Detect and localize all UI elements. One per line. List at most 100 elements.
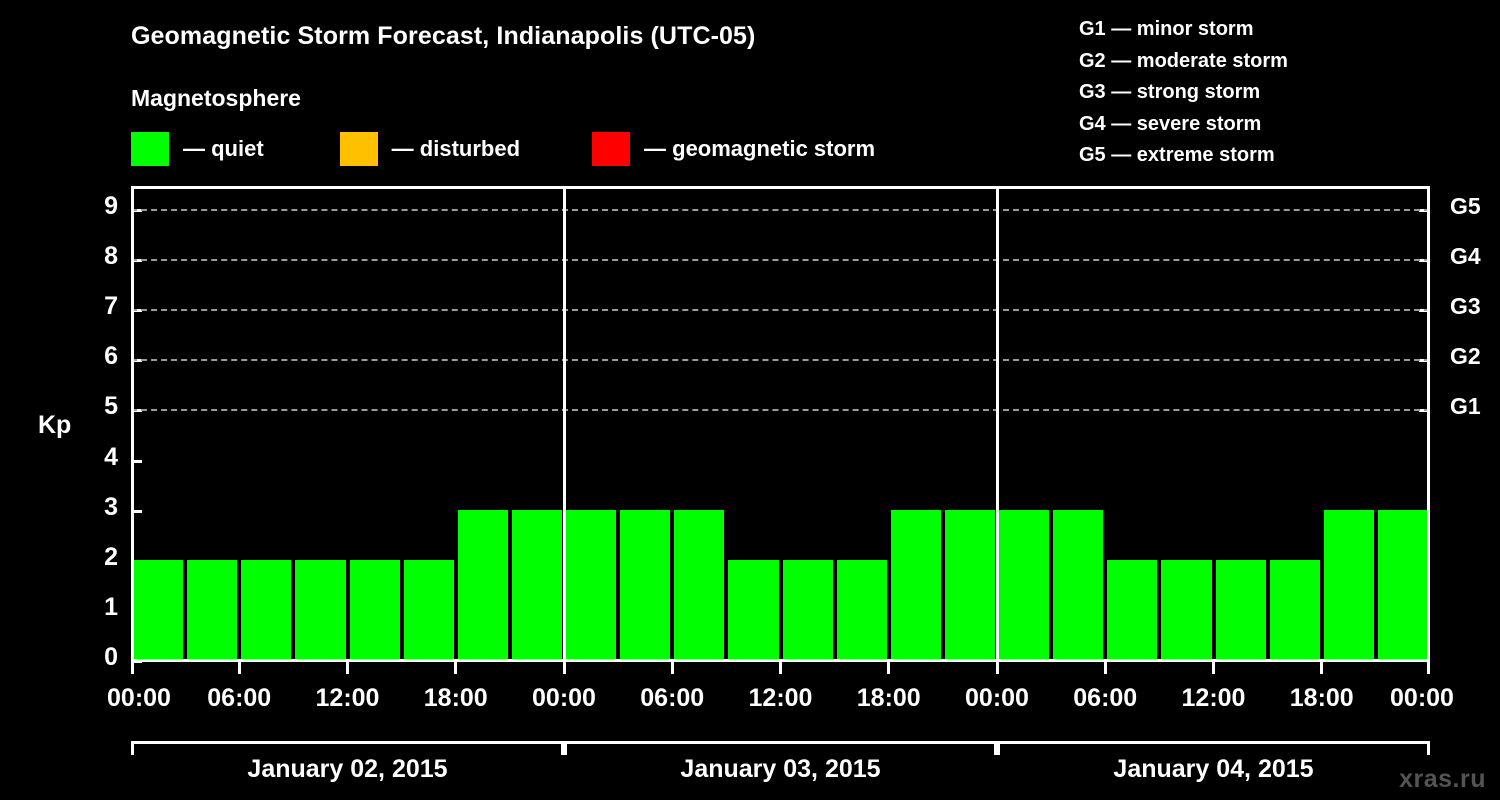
y-tick-label-8: 8 xyxy=(104,242,118,271)
bar xyxy=(403,559,454,660)
y-tick-mark-4 xyxy=(131,459,142,463)
g-scale-legend: G1 — minor storm G2 — moderate storm G3 … xyxy=(1079,14,1288,172)
x-tick-label-10: 12:00 xyxy=(1181,684,1246,712)
magnetosphere-legend: — quiet — disturbed — geomagnetic storm xyxy=(131,132,875,166)
legend-item-quiet: — quiet xyxy=(131,132,264,166)
bar xyxy=(1161,559,1212,660)
x-tick-mark-5 xyxy=(670,662,674,674)
y-axis-tick-labels: 0 1 2 3 4 5 6 7 8 9 xyxy=(84,186,118,671)
bar xyxy=(349,559,400,660)
bar xyxy=(999,509,1050,660)
date-bracket-0 xyxy=(131,741,564,755)
disturbed-swatch xyxy=(339,132,378,166)
legend-label-storm: — geomagnetic storm xyxy=(644,136,876,161)
magnetosphere-heading: Magnetosphere xyxy=(131,85,301,111)
g-tick-label-G4: G4 xyxy=(1450,243,1481,270)
bar xyxy=(511,509,562,660)
date-label-1: January 03, 2015 xyxy=(680,755,881,783)
bar xyxy=(890,509,941,660)
x-tick-label-7: 18:00 xyxy=(856,684,921,712)
y-tick-label-6: 6 xyxy=(104,342,118,371)
x-tick-mark-4 xyxy=(562,662,566,674)
x-tick-mark-1 xyxy=(237,662,241,674)
plot-area xyxy=(131,186,1430,662)
bar xyxy=(728,559,779,660)
g-tick-label-G3: G3 xyxy=(1450,293,1481,320)
bar xyxy=(620,509,671,660)
x-tick-label-4: 00:00 xyxy=(532,684,596,712)
bar xyxy=(1377,509,1428,660)
x-tick-mark-9 xyxy=(1103,662,1107,674)
date-label-2: January 04, 2015 xyxy=(1113,755,1314,783)
x-tick-mark-10 xyxy=(1212,662,1215,674)
y-tick-label-5: 5 xyxy=(104,392,118,421)
g-tick-label-G5: G5 xyxy=(1450,193,1481,220)
g-tick-label-G2: G2 xyxy=(1450,343,1481,370)
gridline-kp-8 xyxy=(131,259,1430,262)
gridline-kp-9 xyxy=(131,209,1430,212)
y-tick-label-3: 3 xyxy=(104,492,118,521)
g-scale-legend-item-g2: G2 — moderate storm xyxy=(1079,49,1288,72)
legend-label-quiet: — quiet xyxy=(183,136,264,161)
watermark: xras.ru xyxy=(1399,765,1486,793)
x-tick-mark-2 xyxy=(346,662,349,674)
gridline-kp-7 xyxy=(131,309,1430,312)
legend-label-disturbed: — disturbed xyxy=(391,136,521,161)
date-bracket-1 xyxy=(564,741,997,755)
day-divider-2 xyxy=(995,186,999,662)
y-tick-label-0: 0 xyxy=(104,643,118,671)
x-tick-mark-8 xyxy=(995,662,999,674)
right-axis-tick-labels: G1 G2 G3 G4 G5 xyxy=(1450,186,1500,662)
x-tick-mark-6 xyxy=(779,662,782,674)
bar xyxy=(295,559,346,660)
legend-item-disturbed: — disturbed xyxy=(339,132,521,166)
y-tick-label-4: 4 xyxy=(104,442,118,471)
x-tick-label-1: 06:00 xyxy=(207,684,272,712)
g-scale-legend-item-g4: G4 — severe storm xyxy=(1079,112,1262,135)
x-tick-label-12: 00:00 xyxy=(1390,684,1454,712)
g-scale-legend-item-g5: G5 — extreme storm xyxy=(1079,144,1275,166)
y-tick-label-7: 7 xyxy=(104,292,118,321)
bar xyxy=(566,509,617,660)
bar xyxy=(187,559,238,660)
quiet-swatch xyxy=(131,132,169,166)
bar xyxy=(1323,509,1374,660)
x-tick-mark-0 xyxy=(131,662,134,674)
x-tick-label-5: 06:00 xyxy=(640,684,705,712)
gridline-kp-6 xyxy=(131,359,1430,362)
bar xyxy=(944,509,995,660)
y-tick-label-1: 1 xyxy=(104,592,118,621)
bar xyxy=(1107,559,1158,660)
gridline-kp-5 xyxy=(131,409,1430,412)
date-bracket-2 xyxy=(997,741,1430,755)
x-tick-mark-12 xyxy=(1427,662,1430,674)
bar xyxy=(457,509,508,660)
x-axis-tick-marks xyxy=(131,662,1430,676)
y-tick-label-2: 2 xyxy=(104,542,118,571)
legend-item-storm: — geomagnetic storm xyxy=(592,132,875,166)
y-axis-title: Kp xyxy=(38,411,72,439)
y-tick-label-9: 9 xyxy=(104,192,118,221)
x-tick-label-2: 12:00 xyxy=(315,684,380,712)
day-divider-1 xyxy=(562,186,566,662)
page-title: Geomagnetic Storm Forecast, Indianapolis… xyxy=(131,22,756,50)
x-tick-label-6: 12:00 xyxy=(748,684,813,712)
x-tick-label-11: 18:00 xyxy=(1289,684,1354,712)
date-label-0: January 02, 2015 xyxy=(247,755,448,783)
x-tick-label-3: 18:00 xyxy=(423,684,488,712)
bar xyxy=(836,559,887,660)
bar xyxy=(674,509,725,660)
g-tick-label-G1: G1 xyxy=(1450,393,1481,420)
x-tick-label-9: 06:00 xyxy=(1073,684,1138,712)
bar xyxy=(1269,559,1320,660)
g-scale-legend-item-g1: G1 — minor storm xyxy=(1079,18,1254,40)
bar xyxy=(133,559,184,660)
bar xyxy=(1053,509,1104,660)
bar xyxy=(1215,559,1266,660)
x-tick-label-8: 00:00 xyxy=(965,684,1029,712)
bar xyxy=(241,559,292,660)
x-tick-mark-3 xyxy=(454,662,458,674)
bar-series xyxy=(131,186,1430,660)
g-scale-legend-item-g3: G3 — strong storm xyxy=(1079,81,1261,103)
